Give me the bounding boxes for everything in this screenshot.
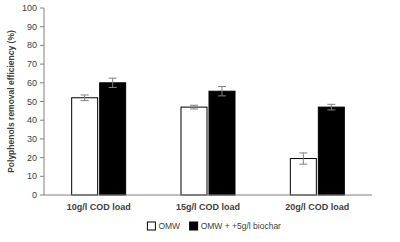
- y-tick: [40, 45, 44, 46]
- x-tick-label: 20g/l COD load: [285, 202, 349, 212]
- y-tick-label: 60: [27, 78, 37, 88]
- legend-label: OMW: [158, 221, 180, 231]
- y-tick: [40, 26, 44, 27]
- bar: [72, 98, 98, 195]
- y-tick: [40, 138, 44, 139]
- error-bar: [218, 87, 226, 96]
- y-tick: [40, 157, 44, 158]
- y-tick-label: 0: [32, 190, 37, 200]
- y-axis: [44, 8, 45, 195]
- legend-swatch: [190, 222, 198, 230]
- y-tick-label: 70: [27, 59, 37, 69]
- bar: [318, 107, 344, 195]
- x-tick-label: 15g/l COD load: [176, 202, 240, 212]
- legend-swatch: [147, 222, 155, 230]
- error-bar: [190, 105, 198, 109]
- x-axis: [44, 195, 372, 196]
- chart: 0 10 20 30 40 50 60 70 80 90 100 Polyphenols remova…: [0, 0, 400, 242]
- x-tick-label: 10g/l COD load: [67, 202, 131, 212]
- bar: [181, 107, 207, 195]
- bar: [209, 91, 235, 195]
- legend-label: OMW + +5g/l biochar: [201, 221, 281, 231]
- y-tick-label: 100: [22, 3, 37, 13]
- y-tick-label: 50: [27, 97, 37, 107]
- error-bar: [109, 78, 117, 87]
- y-tick-label: 90: [27, 22, 37, 32]
- y-tick: [40, 195, 44, 196]
- y-tick-label: 80: [27, 40, 37, 50]
- y-axis-label: Polyphenols removal efficiency (%): [6, 30, 16, 173]
- error-bar: [327, 104, 335, 110]
- y-tick-label: 10: [27, 171, 37, 181]
- y-tick: [40, 8, 44, 9]
- error-bar: [299, 153, 307, 164]
- error-bar: [81, 95, 89, 101]
- y-tick: [40, 120, 44, 121]
- y-tick-label: 30: [27, 134, 37, 144]
- y-tick: [40, 176, 44, 177]
- y-tick: [40, 82, 44, 83]
- bar: [100, 83, 126, 195]
- y-tick: [40, 64, 44, 65]
- legend: OMW OMW + +5g/l biochar: [147, 221, 281, 231]
- y-tick: [40, 101, 44, 102]
- y-tick-label: 20: [27, 153, 37, 163]
- y-tick-label: 40: [27, 115, 37, 125]
